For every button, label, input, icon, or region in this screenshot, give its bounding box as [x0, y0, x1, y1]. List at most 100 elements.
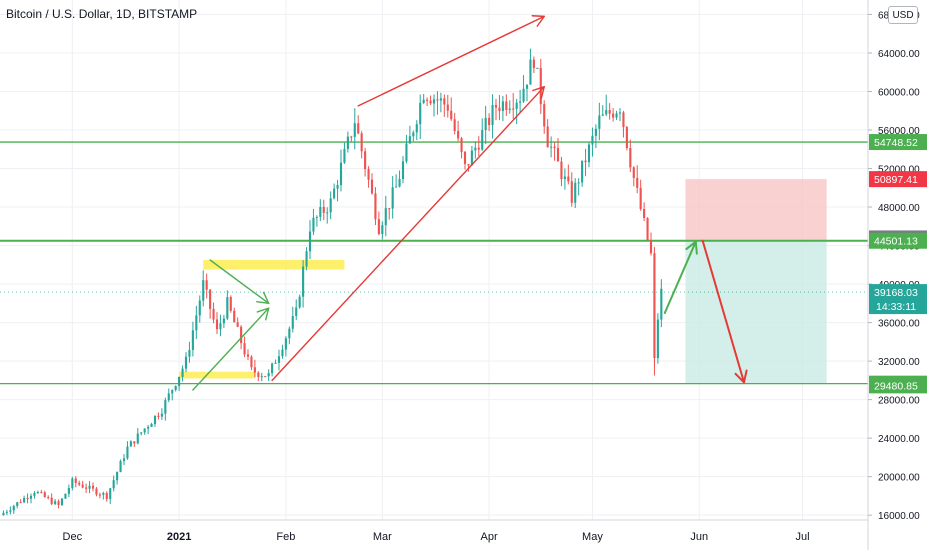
candle: [594, 124, 597, 149]
candle: [277, 349, 281, 371]
candle: [581, 160, 584, 187]
candle-body: [481, 129, 484, 150]
candle: [546, 119, 549, 148]
candle-body: [33, 493, 36, 496]
candle-body: [333, 188, 336, 199]
candle-body: [574, 182, 577, 203]
candle-body: [556, 148, 560, 162]
candle: [346, 131, 349, 153]
yellow-zone-box: [203, 260, 345, 270]
candle: [360, 131, 363, 159]
green-retest-arrow-shaft: [663, 240, 697, 314]
candle: [102, 491, 105, 500]
candle-body: [501, 101, 504, 112]
candle-body: [377, 219, 380, 234]
candle-body: [357, 123, 360, 134]
candle: [608, 103, 611, 120]
candle-body: [336, 184, 339, 189]
candle: [233, 307, 236, 323]
candle: [19, 499, 22, 504]
red-target-arrow-shaft: [701, 239, 745, 384]
candle-body: [446, 104, 449, 111]
candle-body: [494, 104, 498, 108]
candle: [408, 125, 411, 144]
candle-body: [229, 297, 232, 311]
candle: [140, 432, 143, 436]
red-trend-arrow: [271, 85, 545, 382]
candle-body: [250, 356, 253, 368]
candle-body: [202, 280, 205, 301]
candle: [81, 480, 84, 489]
candle: [412, 130, 415, 142]
candle: [126, 441, 129, 460]
candle: [656, 313, 659, 364]
candle: [429, 95, 432, 106]
candle: [587, 141, 591, 168]
candle: [377, 211, 380, 236]
candle: [112, 475, 115, 492]
candle-body: [284, 338, 287, 350]
candle: [384, 195, 387, 237]
candle-body: [98, 494, 101, 496]
candle-body: [129, 441, 132, 447]
candle-body: [412, 132, 415, 137]
candle: [60, 497, 64, 507]
candle-body: [178, 376, 181, 386]
candle-body: [240, 326, 243, 344]
candle: [481, 118, 484, 151]
candle: [315, 215, 318, 227]
candle-body: [88, 485, 91, 489]
candle-body: [85, 487, 88, 489]
candle-body: [16, 502, 19, 507]
price-tag-bg: [869, 232, 927, 249]
candle: [529, 48, 532, 85]
candle-body: [360, 133, 363, 152]
price-axis-label: 52000.00: [878, 165, 920, 176]
price-tag-bg: [869, 284, 927, 315]
candle: [57, 499, 60, 509]
candle-body: [271, 363, 274, 374]
candle-body: [326, 212, 329, 214]
time-axis-label: Apr: [481, 531, 498, 543]
time-axis-label: Jun: [690, 531, 708, 543]
red-trend-arrow-shaft: [357, 15, 545, 107]
candle-body: [632, 167, 635, 178]
currency-button[interactable]: USD: [888, 6, 918, 24]
candle-body: [508, 108, 511, 110]
candle: [98, 492, 101, 499]
candle: [78, 480, 81, 487]
red-target-arrow-head: [734, 369, 748, 384]
candle: [491, 94, 494, 139]
candle-body: [467, 164, 470, 166]
candle: [367, 166, 370, 188]
candle: [291, 306, 294, 333]
candle: [419, 94, 422, 140]
candle: [536, 67, 539, 69]
candle-body: [450, 110, 453, 120]
candle-body: [133, 441, 136, 444]
candle-body: [260, 376, 263, 378]
candle: [343, 142, 346, 164]
candle-body: [512, 108, 515, 110]
candle-body: [581, 160, 584, 183]
candle: [484, 105, 487, 145]
candle-body: [36, 492, 39, 494]
candle-body: [78, 482, 81, 485]
candle-body: [150, 423, 153, 427]
candle: [350, 135, 353, 143]
candle: [660, 279, 663, 328]
candle: [260, 372, 263, 382]
candle-body: [295, 307, 298, 317]
candle: [164, 397, 167, 421]
green-triangle-arrow-upper: [209, 259, 270, 305]
candle-body: [629, 148, 632, 168]
candle-body: [9, 510, 12, 512]
candle: [505, 94, 508, 116]
candle: [246, 349, 250, 361]
candle: [40, 489, 43, 494]
candle-body: [401, 161, 405, 180]
candle-body: [174, 385, 177, 391]
red-trend-arrow-head: [532, 85, 545, 100]
candle-body: [460, 138, 463, 152]
